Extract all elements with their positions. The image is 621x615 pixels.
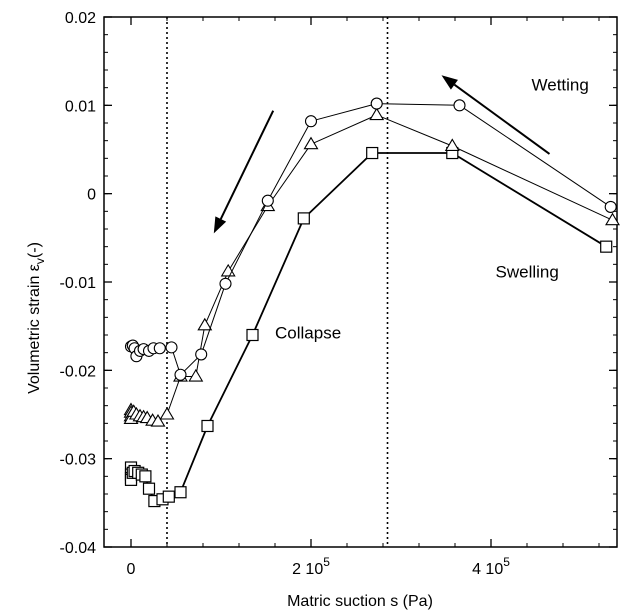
- y-tick-label: -0.01: [60, 275, 97, 292]
- square-marker: [600, 240, 613, 253]
- circle-marker: [165, 341, 178, 354]
- annotation-collapse: Collapse: [275, 324, 341, 343]
- square-marker: [201, 419, 214, 433]
- square-marker: [142, 482, 156, 495]
- annotation-swelling: Swelling: [496, 263, 559, 282]
- plot-frame: [103, 16, 618, 548]
- annotations: Wetting Swelling Collapse: [275, 75, 589, 342]
- square-marker: [162, 490, 175, 503]
- square-marker: [297, 212, 310, 225]
- y-tick-label: -0.03: [60, 452, 97, 469]
- y-axis-label-unit: (-): [26, 242, 43, 258]
- series-square: [124, 146, 613, 508]
- triangle-marker: [197, 317, 213, 331]
- plot-border: [103, 16, 618, 548]
- circle-marker: [219, 277, 232, 290]
- square-marker: [174, 486, 187, 499]
- circle-marker: [304, 115, 318, 128]
- direction-arrows: [213, 75, 551, 234]
- arrow-head: [213, 216, 227, 234]
- triangle-marker: [444, 138, 460, 152]
- circle-marker: [153, 342, 166, 355]
- circle-marker: [453, 99, 466, 112]
- triangle-marker: [150, 413, 166, 427]
- annotation-wetting: Wetting: [532, 75, 589, 94]
- triangle-marker: [159, 406, 175, 420]
- x-axis-label: Matric suction s (Pa): [287, 593, 433, 610]
- y-tick-label: -0.04: [60, 540, 97, 557]
- circle-marker: [195, 348, 208, 361]
- axis-ticks: 0.020.010-0.01-0.02-0.03-0.040 2 105 4 105: [60, 10, 617, 578]
- x-tick-label-exponent: 5: [503, 555, 510, 569]
- x-tick-label-text: 0: [127, 561, 136, 578]
- reference-lines: [166, 17, 389, 547]
- y-axis-label-main: Volumetric strain ε: [26, 264, 43, 394]
- series-circle: [124, 97, 617, 381]
- arrow-shaft: [453, 83, 551, 155]
- circle-marker: [174, 368, 187, 381]
- y-tick-label: -0.02: [60, 363, 97, 380]
- triangle-marker: [303, 136, 319, 150]
- x-tick-label: 4 105: [472, 555, 510, 578]
- arrow-shaft: [219, 110, 275, 220]
- arrow-head: [441, 75, 458, 90]
- square-marker: [246, 328, 259, 342]
- y-tick-label: 0.01: [65, 98, 96, 115]
- circle-marker: [370, 97, 383, 110]
- triangle-marker: [369, 107, 385, 121]
- circle-marker: [604, 200, 617, 213]
- x-tick-label-exponent: 5: [323, 555, 330, 569]
- x-tick-label: 2 105: [292, 555, 330, 578]
- x-tick-label: 0: [127, 561, 136, 578]
- triangle-marker: [188, 368, 204, 382]
- square-marker: [139, 470, 152, 483]
- y-tick-label: 0: [87, 187, 96, 204]
- y-tick-label: 0.02: [65, 10, 96, 27]
- x-tick-label-text: 2 10: [292, 561, 323, 578]
- data-series: [123, 97, 620, 508]
- y-axis-label: Volumetric strain εv(-): [26, 242, 47, 394]
- circle-marker: [261, 194, 274, 207]
- triangle-marker: [605, 212, 620, 226]
- x-tick-label-text: 4 10: [472, 561, 503, 578]
- square-marker: [366, 146, 379, 160]
- y-axis-label-subscript: v: [33, 258, 47, 264]
